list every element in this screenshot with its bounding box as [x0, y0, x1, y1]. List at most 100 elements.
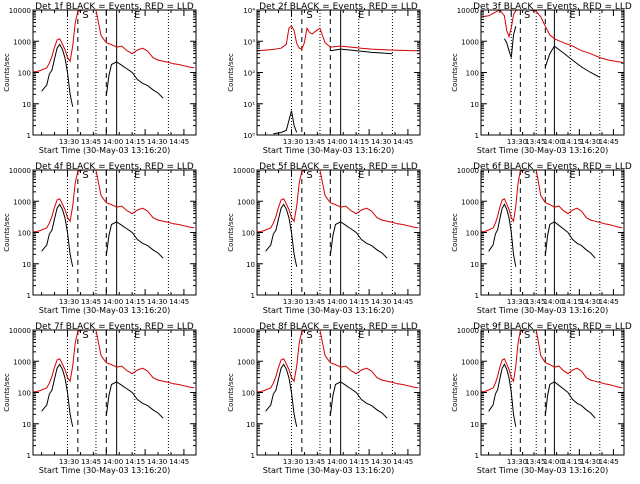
y-tick-label: 10	[246, 421, 255, 429]
y-tick-label: 1	[27, 452, 31, 460]
x-tick-label: 13:30	[59, 458, 79, 466]
marker-letter: S	[306, 170, 312, 181]
x-tick-label: 14:30	[580, 138, 600, 146]
axes-frame	[480, 169, 625, 296]
series-line-lld	[257, 330, 419, 393]
series-group	[33, 330, 195, 427]
y-tick-label: 1	[475, 292, 479, 300]
axes-frame	[32, 329, 197, 456]
series-line-lld	[33, 170, 195, 233]
y-tick-label: 10000	[9, 167, 31, 175]
y-tick-label: 1	[475, 452, 479, 460]
y-tick-label: 10	[470, 421, 479, 429]
series-line-events-after	[105, 61, 164, 99]
series-line-lld	[481, 330, 623, 393]
y-tick-label: 100	[466, 230, 479, 238]
series-line-events-after	[105, 381, 164, 419]
y-axis-label: Counts/sec	[227, 53, 235, 92]
x-tick-label: 14:15	[349, 138, 369, 146]
event-markers	[66, 10, 169, 135]
axes-frame	[256, 169, 421, 296]
x-axis-label: Start Time (30-May-03 13:16:20)	[263, 466, 394, 475]
y-axis-label: Counts/sec	[451, 373, 459, 412]
y-tick-label: 1000	[13, 358, 31, 366]
x-tick-label: 13:30	[59, 138, 79, 146]
y-axis-label: Counts/sec	[451, 53, 459, 92]
y-tick-label: 10³	[243, 38, 255, 46]
y-tick-label: 1	[27, 132, 31, 140]
y-tick-label: 1000	[461, 358, 479, 366]
x-tick-label: 13:30	[59, 298, 79, 306]
x-tick-label: 14:00	[327, 298, 347, 306]
x-tick-label: 14:45	[599, 458, 619, 466]
series-line-events	[41, 363, 74, 427]
marker-letter: S	[524, 170, 530, 181]
series-line-events-after	[105, 221, 164, 259]
marker-letter: S	[524, 330, 530, 341]
x-axis-label: Start Time (30-May-03 13:16:20)	[263, 306, 394, 315]
axes-frame	[256, 329, 421, 456]
event-markers	[290, 10, 393, 135]
event-markers	[66, 330, 169, 455]
x-tick-label: 14:15	[349, 298, 369, 306]
marker-letter: S	[82, 170, 88, 181]
marker-letter: E	[569, 330, 575, 341]
x-tick-label: 14:00	[327, 138, 347, 146]
y-tick-label: 1000	[237, 358, 255, 366]
y-tick-label: 10	[470, 261, 479, 269]
y-tick-label: 10000	[9, 7, 31, 15]
axes-frame	[32, 9, 197, 136]
x-tick-label: 13:30	[507, 458, 527, 466]
panel-title: Det 4f BLACK = Events, RED = LLD	[35, 162, 194, 172]
axes-frame	[480, 329, 625, 456]
y-tick-label: 1	[251, 292, 255, 300]
x-tick-label: 14:30	[371, 458, 391, 466]
event-markers	[510, 330, 601, 455]
series-line-events	[488, 363, 517, 427]
x-tick-label: 13:45	[305, 138, 325, 146]
series-group	[257, 25, 419, 135]
x-tick-label: 13:30	[283, 298, 303, 306]
panel-title: Det 3f BLACK = Events, RED = LLD	[473, 2, 632, 12]
series-line-events-after	[329, 221, 388, 259]
x-tick-label: 14:45	[599, 138, 619, 146]
y-tick-label: 1000	[237, 198, 255, 206]
series-group	[33, 170, 195, 267]
x-axis-label: Start Time (30-May-03 13:16:20)	[263, 146, 394, 155]
y-axis-label: Counts/sec	[3, 53, 11, 92]
series-group	[257, 170, 419, 267]
y-tick-label: 10²	[243, 70, 255, 78]
series-group	[257, 330, 419, 427]
marker-letter: S	[306, 330, 312, 341]
y-tick-label: 1000	[13, 38, 31, 46]
x-tick-label: 14:15	[349, 458, 369, 466]
x-tick-label: 14:15	[125, 138, 145, 146]
x-axis-label: Start Time (30-May-03 13:16:20)	[477, 146, 608, 155]
marker-letter: E	[358, 170, 364, 181]
series-line-lld	[257, 170, 419, 233]
series-line-events	[265, 203, 298, 267]
event-markers	[510, 170, 601, 295]
x-tick-label: 14:00	[544, 298, 564, 306]
x-tick-label: 14:45	[393, 298, 413, 306]
y-tick-label: 10⁴	[243, 7, 255, 15]
panel-title: Det 5f BLACK = Events, RED = LLD	[259, 162, 418, 172]
series-line-lld	[481, 170, 623, 233]
axes-frame	[256, 9, 421, 136]
x-tick-label: 14:15	[562, 458, 582, 466]
x-tick-label: 14:00	[103, 138, 123, 146]
series-line-events	[265, 363, 298, 427]
x-tick-label: 13:45	[81, 298, 101, 306]
panel-title: Det 1f BLACK = Events, RED = LLD	[35, 2, 194, 12]
axes-frame	[480, 9, 625, 136]
marker-letter: S	[524, 10, 530, 21]
x-tick-label: 14:45	[169, 138, 189, 146]
series-line-events	[41, 203, 74, 267]
x-tick-label: 14:30	[580, 458, 600, 466]
